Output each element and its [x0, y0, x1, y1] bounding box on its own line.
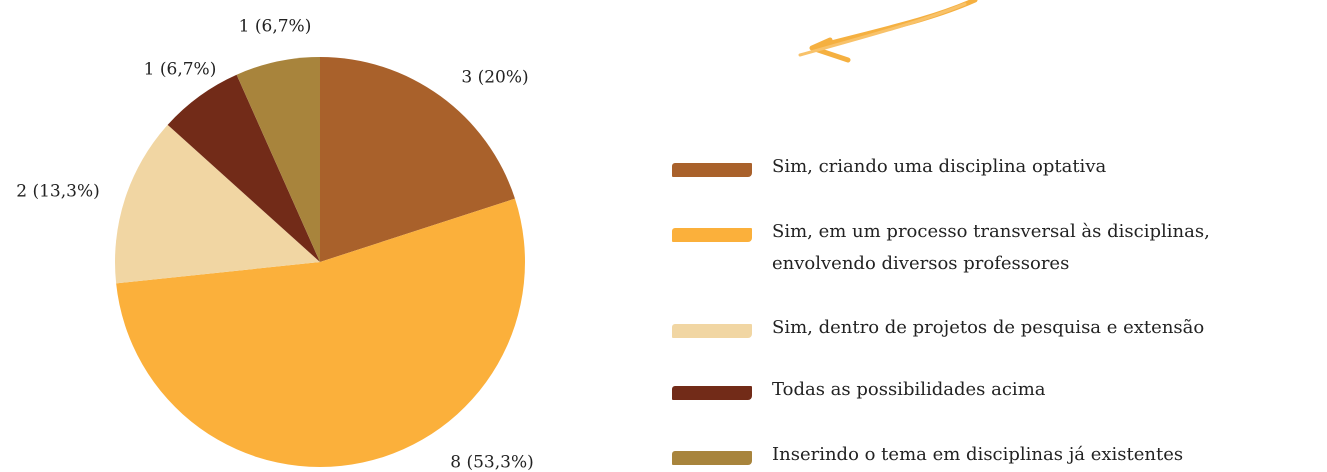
pie-slice — [320, 57, 515, 262]
pie-slice — [115, 124, 320, 284]
legend-item: Todas as possibilidades acima — [672, 379, 1317, 406]
legend-label: Inserindo o tema em disciplinas já exist… — [772, 444, 1184, 465]
legend-item: Sim, dentro de projetos de pesquisa e ex… — [672, 317, 1317, 344]
legend-label: Sim, em um processo transversal às disci… — [772, 221, 1210, 274]
legend-swatch — [672, 324, 752, 338]
pie-slice — [116, 198, 525, 467]
legend-item: Sim, em um processo transversal às disci… — [672, 221, 1317, 280]
pie-slice — [236, 57, 320, 262]
pie-slice — [167, 74, 320, 263]
legend-label: Todas as possibilidades acima — [772, 379, 1046, 400]
data-label: 1 (6,7%) — [144, 60, 217, 80]
decorative-arrow — [798, 0, 978, 63]
legend-item: Sim, criando uma disciplina optativa — [672, 156, 1317, 183]
data-label: 1 (6,7%) — [239, 17, 312, 37]
legend-swatch — [672, 228, 752, 242]
legend-label: Sim, dentro de projetos de pesquisa e ex… — [772, 317, 1205, 338]
legend-label: Sim, criando uma disciplina optativa — [772, 156, 1107, 177]
data-label: 2 (13,3%) — [16, 182, 100, 202]
legend-item: Inserindo o tema em disciplinas já exist… — [672, 444, 1317, 471]
legend-swatch — [672, 451, 752, 465]
legend-swatch — [672, 386, 752, 400]
data-label: 8 (53,3%) — [450, 453, 534, 472]
data-label: 3 (20%) — [461, 68, 528, 88]
legend-swatch — [672, 163, 752, 177]
